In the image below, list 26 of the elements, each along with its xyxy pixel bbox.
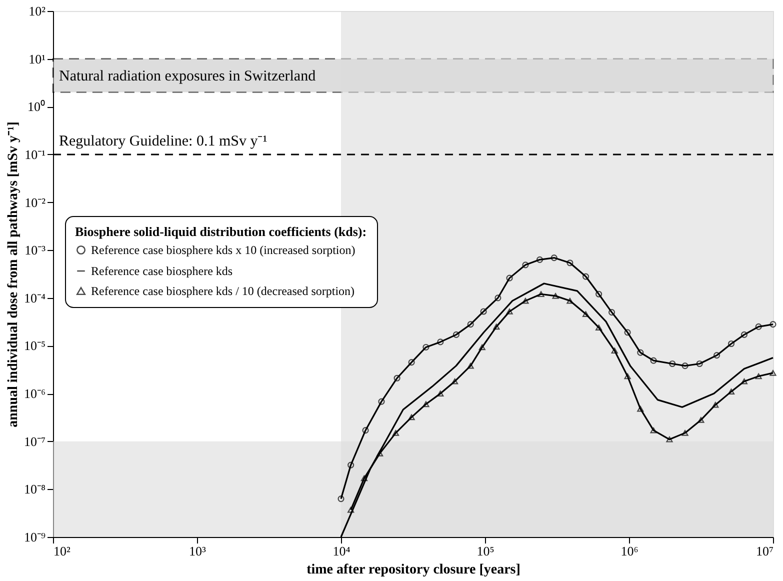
- legend-title: Biosphere solid-liquid distribution coefficients (kds):: [75, 224, 367, 239]
- y-tick-label: 10⁻⁹: [24, 530, 46, 544]
- y-tick-label: 10⁰: [28, 99, 46, 114]
- ref-line-label: Regulatory Guideline: 0.1 mSv y⁻¹: [59, 133, 268, 150]
- y-tick-label: 10⁻⁵: [24, 338, 46, 354]
- x-tick-label: 10⁵: [476, 544, 494, 558]
- y-tick-label: 10⁻⁴: [24, 290, 46, 306]
- x-tick-label: 10²: [54, 544, 70, 558]
- y-tick-label: 10²: [28, 4, 46, 18]
- x-tick-label: 10⁴: [332, 544, 351, 558]
- y-tick-label: 10⁻²: [24, 194, 46, 210]
- y-tick-label: 10⁻⁸: [24, 482, 46, 497]
- x-axis-title: time after repository closure [years]: [306, 562, 520, 578]
- legend-label: Reference case biosphere kds: [91, 264, 233, 278]
- y-tick-label: 10⁻⁷: [24, 434, 46, 449]
- x-tick-label: 10⁶: [620, 544, 638, 558]
- x-tick-label: 10³: [189, 544, 206, 558]
- legend-label: Reference case biosphere kds x 10 (increased sorption): [91, 243, 356, 257]
- y-tick-label: 10⁻¹: [24, 146, 46, 162]
- legend-label: Reference case biosphere kds / 10 (decreased sorption): [91, 284, 355, 298]
- x-tick-label: 10⁷: [756, 544, 774, 558]
- y-tick-label: 10¹: [28, 51, 46, 66]
- y-tick-label: 10⁻⁶: [24, 386, 46, 402]
- band-label: Natural radiation exposures in Switzerland: [59, 68, 316, 85]
- y-axis-title: annual individual dose from all pathways [mSv y⁻¹]: [6, 122, 21, 428]
- y-tick-label: 10⁻³: [24, 242, 46, 258]
